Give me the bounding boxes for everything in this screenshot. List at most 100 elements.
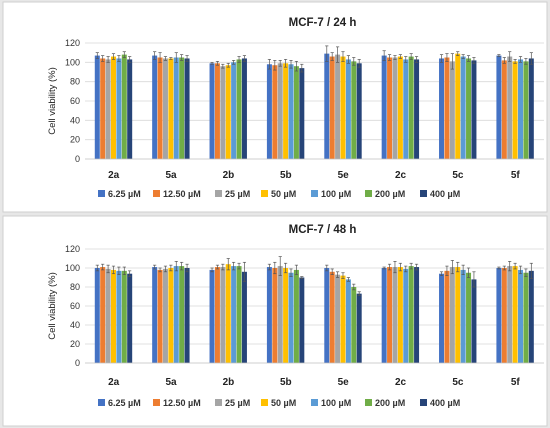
legend-label: 100 µM <box>321 398 351 408</box>
x-category-label: 5f <box>511 170 521 181</box>
bar <box>184 268 190 363</box>
bar <box>179 266 185 363</box>
y-tick-label: 40 <box>70 320 80 330</box>
y-tick-label: 40 <box>70 115 80 125</box>
bar <box>528 270 534 363</box>
y-tick-label: 20 <box>70 135 80 145</box>
bar <box>449 267 455 363</box>
legend-label: 25 µM <box>225 189 250 199</box>
bar <box>116 270 122 363</box>
bar <box>100 267 106 363</box>
x-category-label: 2c <box>395 170 407 181</box>
chart-title: MCF-7 / 48 h <box>289 224 357 236</box>
bar <box>173 266 179 363</box>
legend-swatch <box>261 190 268 197</box>
bar <box>121 270 127 363</box>
bar <box>127 273 133 363</box>
bar <box>345 59 351 159</box>
bar <box>335 274 341 363</box>
bar <box>381 55 387 159</box>
bar <box>116 58 122 159</box>
bar <box>335 54 341 159</box>
y-tick-label: 80 <box>70 282 80 292</box>
x-category-label: 5f <box>511 377 521 388</box>
chart-title: MCF-7 / 24 h <box>289 17 357 29</box>
y-tick-label: 80 <box>70 77 80 87</box>
bar <box>392 267 398 363</box>
y-tick-label: 120 <box>65 244 80 254</box>
bar <box>444 57 450 159</box>
legend-swatch <box>215 399 222 406</box>
bar <box>152 55 158 159</box>
legend-swatch <box>98 190 105 197</box>
bar <box>272 268 278 363</box>
bar <box>501 60 507 159</box>
bar <box>272 65 278 159</box>
x-category-label: 2b <box>223 170 235 181</box>
legend-label: 100 µM <box>321 189 351 199</box>
bar <box>220 66 226 159</box>
bar <box>324 268 330 363</box>
chart-panel-2: MCF-7 / 48 h 0 20 40 60 80 100 120 Cell viabilit… <box>2 215 548 427</box>
bar <box>507 56 513 159</box>
bar <box>414 267 420 363</box>
legend-swatch <box>365 190 372 197</box>
x-category-label: 2a <box>108 377 120 388</box>
bar <box>105 268 111 363</box>
x-category-label: 5e <box>338 170 350 181</box>
legend-swatch <box>420 190 427 197</box>
bar <box>523 61 529 159</box>
bar <box>392 57 398 159</box>
x-category-label: 5a <box>166 377 178 388</box>
bar <box>523 272 529 363</box>
legend-swatch <box>153 399 160 406</box>
bar <box>397 56 403 159</box>
bar <box>157 57 163 159</box>
bar <box>266 267 272 363</box>
y-axis-label: Cell viability (%) <box>47 67 58 135</box>
bar <box>94 55 100 159</box>
legend-swatch <box>365 399 372 406</box>
bar <box>105 59 111 159</box>
bar <box>220 267 226 363</box>
y-axis-label: Cell viability (%) <box>47 272 58 340</box>
bar <box>231 266 237 363</box>
bar <box>507 266 513 363</box>
x-category-label: 5e <box>338 377 350 388</box>
bar <box>283 268 289 363</box>
bar <box>518 269 524 363</box>
legend-label: 400 µM <box>430 398 460 408</box>
bar <box>293 66 299 159</box>
y-tick-label: 60 <box>70 301 80 311</box>
bar <box>455 267 461 363</box>
y-tick-label: 60 <box>70 96 80 106</box>
bar <box>455 53 461 160</box>
bar <box>214 267 220 363</box>
bar <box>236 266 242 363</box>
bar <box>266 64 272 159</box>
bar <box>110 269 116 363</box>
bar <box>414 59 420 159</box>
bar <box>231 62 237 160</box>
bar <box>439 273 445 363</box>
bar <box>496 268 502 363</box>
bar <box>512 61 518 159</box>
bar <box>162 268 168 363</box>
bar <box>471 60 477 159</box>
bar <box>94 268 100 363</box>
bar <box>329 271 335 363</box>
legend-label: 400 µM <box>430 189 460 199</box>
bar <box>236 59 242 159</box>
x-category-label: 5a <box>166 170 178 181</box>
bar <box>381 268 387 363</box>
bar <box>518 59 524 159</box>
bar <box>356 63 362 159</box>
legend-swatch <box>98 399 105 406</box>
x-category-label: 5c <box>452 377 464 388</box>
legend-swatch <box>311 190 318 197</box>
bar <box>356 293 362 363</box>
x-category-label: 5b <box>280 170 292 181</box>
bar <box>403 268 409 363</box>
bar <box>460 56 466 159</box>
bar <box>152 267 158 363</box>
